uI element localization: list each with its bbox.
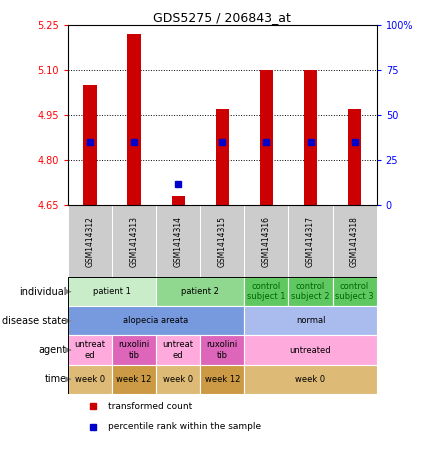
Text: GSM1414312: GSM1414312 [85,216,95,267]
Text: week 0: week 0 [163,375,193,384]
Bar [289,205,332,277]
Text: untreat
ed: untreat ed [162,340,194,360]
Text: patient 1: patient 1 [93,287,131,296]
Bar [68,306,244,336]
Bar [244,277,289,306]
Text: agent: agent [39,345,67,355]
Text: normal: normal [296,316,325,325]
Text: GSM1414315: GSM1414315 [218,216,227,267]
Text: week 0: week 0 [296,375,325,384]
Bar [68,205,112,277]
Text: week 12: week 12 [117,375,152,384]
Text: GSM1414314: GSM1414314 [174,216,183,267]
Text: control
subject 1: control subject 1 [247,282,286,301]
Bar [112,205,156,277]
Text: control
subject 2: control subject 2 [291,282,330,301]
Bar [244,365,377,394]
Bar [68,277,156,306]
Bar [200,205,244,277]
Text: percentile rank within the sample: percentile rank within the sample [108,422,261,431]
Bar [332,205,377,277]
Bar [127,34,141,205]
Bar [68,336,112,365]
Text: alopecia areata: alopecia areata [124,316,189,325]
Bar [83,85,96,205]
Bar [304,70,317,205]
Bar [68,365,112,394]
Text: individual: individual [20,287,67,297]
Bar [112,365,156,394]
Bar [348,109,361,205]
Text: week 0: week 0 [75,375,105,384]
Bar [200,336,244,365]
Text: patient 2: patient 2 [181,287,219,296]
Text: time: time [45,374,67,384]
Bar [332,277,377,306]
Text: untreated: untreated [290,346,331,355]
Bar [156,205,200,277]
Text: ruxolini
tib: ruxolini tib [118,340,150,360]
Bar [244,205,289,277]
Text: GSM1414313: GSM1414313 [130,216,138,267]
Bar [215,109,229,205]
Bar [112,336,156,365]
Bar [156,336,200,365]
Title: GDS5275 / 206843_at: GDS5275 / 206843_at [153,11,291,24]
Text: untreat
ed: untreat ed [74,340,106,360]
Bar [260,70,273,205]
Bar [289,277,332,306]
Text: GSM1414318: GSM1414318 [350,216,359,267]
Bar [156,277,244,306]
Bar [156,365,200,394]
Text: transformed count: transformed count [108,402,192,411]
Bar [200,365,244,394]
Bar [244,336,377,365]
Text: week 12: week 12 [205,375,240,384]
Text: GSM1414316: GSM1414316 [262,216,271,267]
Bar [172,196,185,205]
Text: GSM1414317: GSM1414317 [306,216,315,267]
Text: ruxolini
tib: ruxolini tib [207,340,238,360]
Text: control
subject 3: control subject 3 [336,282,374,301]
Bar [244,306,377,336]
Text: disease state: disease state [2,316,67,326]
